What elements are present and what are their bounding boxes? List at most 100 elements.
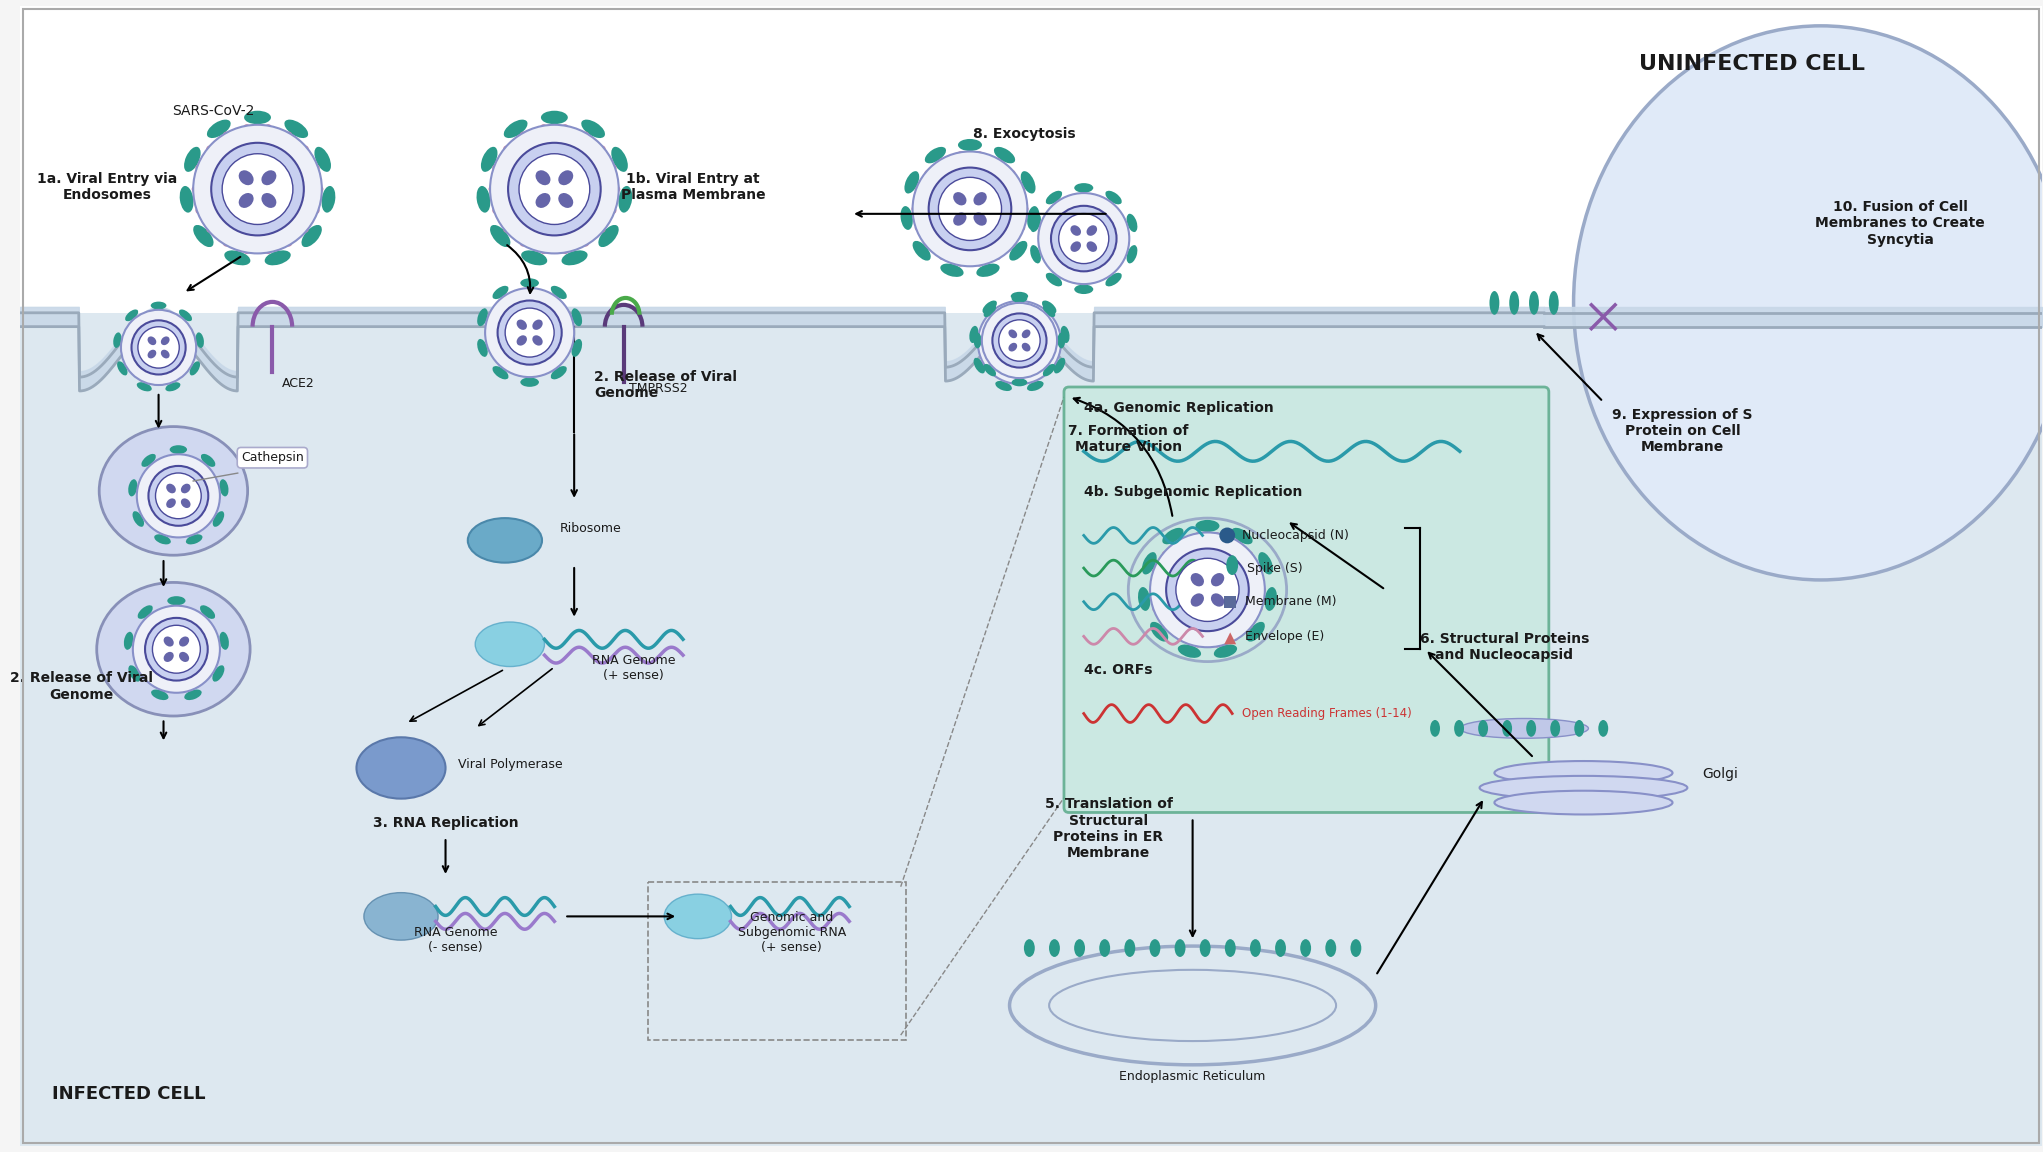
- Circle shape: [492, 207, 498, 214]
- Circle shape: [999, 308, 1003, 312]
- Circle shape: [519, 372, 525, 377]
- Ellipse shape: [1510, 291, 1520, 314]
- Circle shape: [155, 460, 161, 464]
- Circle shape: [985, 326, 989, 331]
- Ellipse shape: [1142, 552, 1156, 575]
- Circle shape: [989, 312, 1050, 372]
- Ellipse shape: [1011, 291, 1028, 301]
- Ellipse shape: [975, 358, 985, 373]
- Ellipse shape: [1461, 719, 1587, 738]
- Circle shape: [1103, 274, 1107, 279]
- Circle shape: [519, 240, 527, 247]
- Ellipse shape: [163, 636, 174, 646]
- Ellipse shape: [1211, 593, 1224, 607]
- Circle shape: [913, 152, 1028, 266]
- Text: TMPRSS2: TMPRSS2: [629, 382, 686, 395]
- Circle shape: [1048, 365, 1052, 370]
- Circle shape: [1162, 551, 1169, 558]
- Ellipse shape: [153, 535, 172, 545]
- Circle shape: [302, 226, 308, 233]
- Ellipse shape: [1195, 520, 1220, 532]
- Circle shape: [206, 468, 210, 472]
- Circle shape: [486, 316, 492, 320]
- Ellipse shape: [1071, 226, 1081, 236]
- Ellipse shape: [977, 264, 999, 276]
- Text: Envelope (E): Envelope (E): [1244, 630, 1324, 643]
- Circle shape: [582, 240, 588, 247]
- Circle shape: [1009, 242, 1015, 248]
- Ellipse shape: [517, 319, 527, 329]
- Ellipse shape: [1028, 381, 1044, 391]
- Ellipse shape: [1050, 970, 1336, 1041]
- Circle shape: [1011, 303, 1015, 308]
- Circle shape: [135, 661, 139, 666]
- Circle shape: [492, 165, 498, 172]
- Circle shape: [137, 327, 180, 369]
- Circle shape: [1011, 301, 1015, 305]
- Circle shape: [930, 167, 1011, 250]
- Circle shape: [1060, 198, 1064, 204]
- Ellipse shape: [1046, 191, 1062, 204]
- Ellipse shape: [170, 445, 188, 454]
- Circle shape: [192, 346, 196, 349]
- Text: SARS-CoV-2: SARS-CoV-2: [172, 104, 253, 118]
- Circle shape: [184, 369, 188, 372]
- Circle shape: [196, 207, 202, 214]
- Circle shape: [143, 620, 147, 624]
- Ellipse shape: [1028, 206, 1040, 230]
- Circle shape: [923, 170, 932, 176]
- Ellipse shape: [180, 636, 190, 646]
- Text: 2. Release of Viral
Genome: 2. Release of Viral Genome: [10, 672, 153, 702]
- Circle shape: [940, 158, 946, 164]
- Bar: [1224, 596, 1236, 607]
- Circle shape: [196, 528, 200, 532]
- Circle shape: [987, 365, 991, 370]
- Ellipse shape: [1099, 939, 1109, 957]
- Ellipse shape: [1175, 939, 1185, 957]
- Ellipse shape: [284, 120, 308, 138]
- Ellipse shape: [582, 120, 605, 138]
- Circle shape: [196, 460, 200, 464]
- Text: 1b. Viral Entry at
Plasma Membrane: 1b. Viral Entry at Plasma Membrane: [621, 172, 766, 202]
- Ellipse shape: [958, 139, 983, 151]
- Ellipse shape: [1350, 939, 1361, 957]
- Circle shape: [958, 260, 964, 266]
- Ellipse shape: [1075, 285, 1093, 294]
- Ellipse shape: [913, 241, 932, 260]
- Circle shape: [1246, 622, 1252, 629]
- Circle shape: [206, 674, 210, 679]
- Ellipse shape: [165, 382, 180, 392]
- Circle shape: [609, 165, 617, 172]
- Circle shape: [223, 131, 231, 138]
- Circle shape: [539, 247, 548, 255]
- Circle shape: [991, 362, 995, 365]
- Ellipse shape: [1024, 939, 1036, 957]
- Ellipse shape: [1071, 242, 1081, 252]
- Circle shape: [212, 507, 219, 511]
- Circle shape: [562, 247, 568, 255]
- Circle shape: [223, 153, 292, 225]
- Circle shape: [1214, 642, 1220, 647]
- Circle shape: [155, 528, 161, 532]
- Ellipse shape: [558, 194, 574, 207]
- Ellipse shape: [100, 426, 247, 555]
- Circle shape: [1050, 350, 1054, 355]
- Circle shape: [519, 131, 527, 138]
- Circle shape: [1232, 635, 1238, 641]
- Circle shape: [997, 306, 1001, 311]
- Text: 4b. Subgenomic Replication: 4b. Subgenomic Replication: [1083, 485, 1301, 499]
- Circle shape: [243, 124, 249, 131]
- Ellipse shape: [239, 194, 253, 207]
- Circle shape: [137, 454, 221, 538]
- Ellipse shape: [364, 893, 437, 940]
- Circle shape: [503, 226, 511, 233]
- Circle shape: [212, 480, 219, 485]
- Ellipse shape: [1075, 183, 1093, 192]
- Circle shape: [983, 339, 987, 342]
- Ellipse shape: [478, 309, 488, 326]
- Bar: [20, 6, 2041, 313]
- Circle shape: [1024, 303, 1028, 308]
- Circle shape: [121, 346, 125, 349]
- Ellipse shape: [161, 350, 170, 358]
- Ellipse shape: [182, 484, 190, 493]
